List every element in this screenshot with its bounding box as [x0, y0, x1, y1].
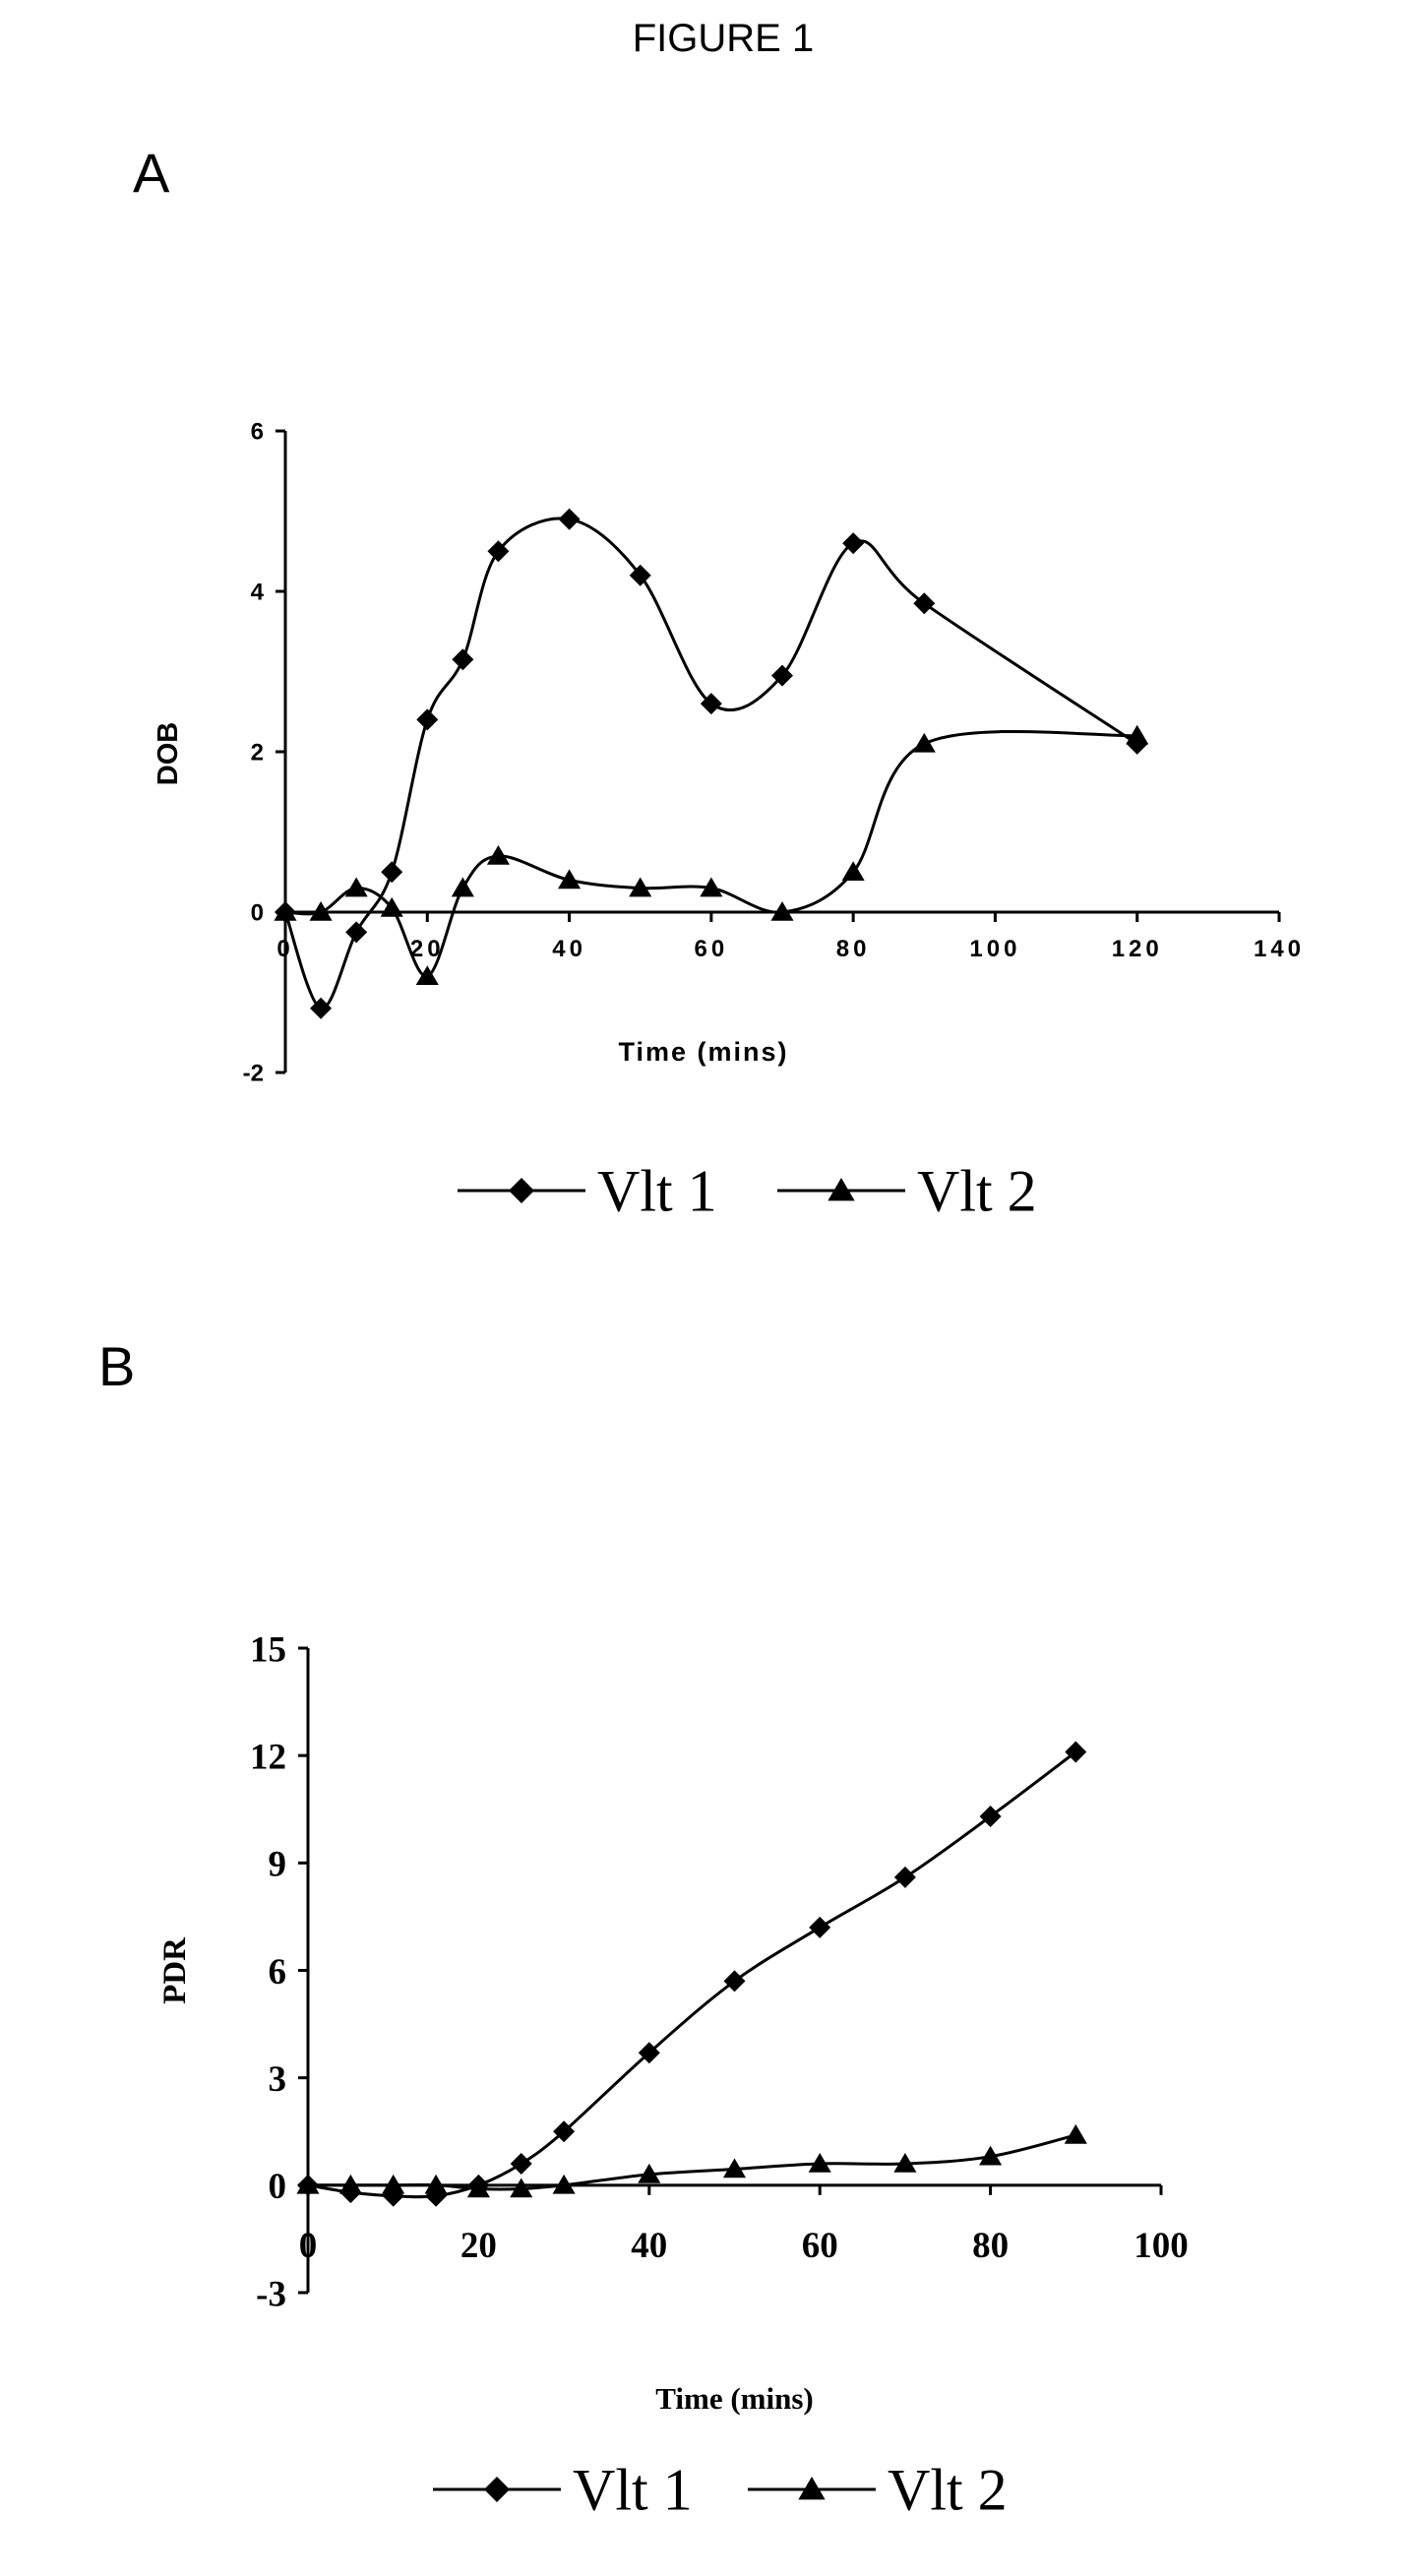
data-point [559, 509, 581, 530]
x-tick-label: 100 [969, 936, 1020, 962]
data-point [345, 878, 368, 897]
x-tick-label: 20 [460, 2226, 497, 2266]
data-point [381, 861, 402, 883]
x-tick-label: 100 [1134, 2226, 1189, 2266]
legend-label: Vlt 1 [597, 1158, 717, 1223]
y-tick-label: -3 [256, 2274, 286, 2314]
y-tick-label: 15 [250, 1629, 286, 1670]
data-point [724, 1970, 746, 1992]
data-point [345, 921, 367, 943]
legend-item: Vlt 1 [458, 1158, 717, 1223]
data-point [416, 708, 438, 730]
legend-marker [509, 1178, 534, 1203]
x-tick-label: 0 [299, 2226, 318, 2266]
legend-item: Vlt 2 [777, 1158, 1037, 1223]
y-axis-label: DOB [153, 722, 184, 785]
y-tick-label: 6 [269, 1952, 287, 1993]
panel-b: B -3 0 3 6 9 12 15 0 20 40 60 80 100 Time (mins) PDR Vlt… [98, 1335, 1189, 2522]
x-tick-label: 80 [972, 2226, 1009, 2266]
y-tick-label: 2 [251, 740, 264, 767]
data-point [842, 861, 865, 881]
x-axis-label: Time (mins) [618, 1037, 788, 1067]
series-line [308, 1752, 1075, 2197]
legend-label: Vlt 2 [917, 1158, 1037, 1223]
y-axis-label: PDR [157, 1936, 193, 2004]
legend-marker [484, 2477, 510, 2502]
y-tick-label: 0 [269, 2167, 287, 2207]
data-point [487, 845, 510, 865]
x-tick-label: 80 [836, 936, 871, 962]
data-point [1065, 2124, 1087, 2144]
x-tick-label: 60 [695, 936, 729, 962]
series-vlt-1 [297, 1742, 1086, 2207]
data-point [452, 878, 474, 897]
x-tick-label: 40 [631, 2226, 667, 2266]
data-point [809, 1917, 830, 1938]
x-tick-label: 120 [1112, 936, 1163, 962]
y-tick-label: 4 [251, 580, 265, 606]
legend-label: Vlt 1 [573, 2457, 693, 2522]
legend-item: Vlt 1 [433, 2457, 693, 2522]
y-tick-label: 6 [251, 419, 264, 446]
data-point [894, 1867, 916, 1888]
data-point [980, 1806, 1002, 1827]
legend-label: Vlt 2 [888, 2457, 1008, 2522]
x-tick-label: 60 [802, 2226, 838, 2266]
x-tick-label: 0 [276, 936, 293, 962]
panel-label: B [98, 1335, 135, 1397]
data-point [452, 648, 473, 670]
legend: Vlt 1 Vlt 2 [458, 1158, 1037, 1223]
y-tick-label: 0 [251, 900, 264, 927]
y-tick-label: 3 [269, 2059, 287, 2100]
x-tick-label: 140 [1254, 936, 1305, 962]
panel-label: A [133, 142, 170, 204]
data-point [511, 2153, 532, 2175]
x-tick-label: 40 [552, 936, 586, 962]
y-tick-label: -2 [243, 1061, 264, 1087]
legend: Vlt 1 Vlt 2 [433, 2457, 1008, 2522]
legend-item: Vlt 2 [748, 2457, 1008, 2522]
y-tick-label: 9 [269, 1845, 287, 1885]
y-tick-label: 12 [250, 1737, 286, 1777]
figure-title: FIGURE 1 [633, 17, 814, 60]
panel-a: A-20246020406080100120140Time (mins)DOBV… [133, 142, 1305, 1223]
series-line [308, 2135, 1075, 2189]
x-axis-label: Time (mins) [655, 2381, 813, 2416]
data-point [913, 733, 936, 753]
